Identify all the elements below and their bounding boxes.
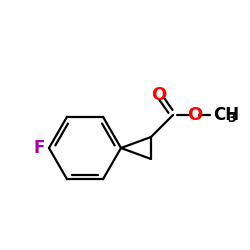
Text: 3: 3: [227, 112, 235, 124]
Text: O: O: [188, 106, 202, 124]
Text: CH: CH: [213, 106, 239, 124]
Text: O: O: [152, 86, 166, 104]
Text: F: F: [34, 139, 45, 157]
